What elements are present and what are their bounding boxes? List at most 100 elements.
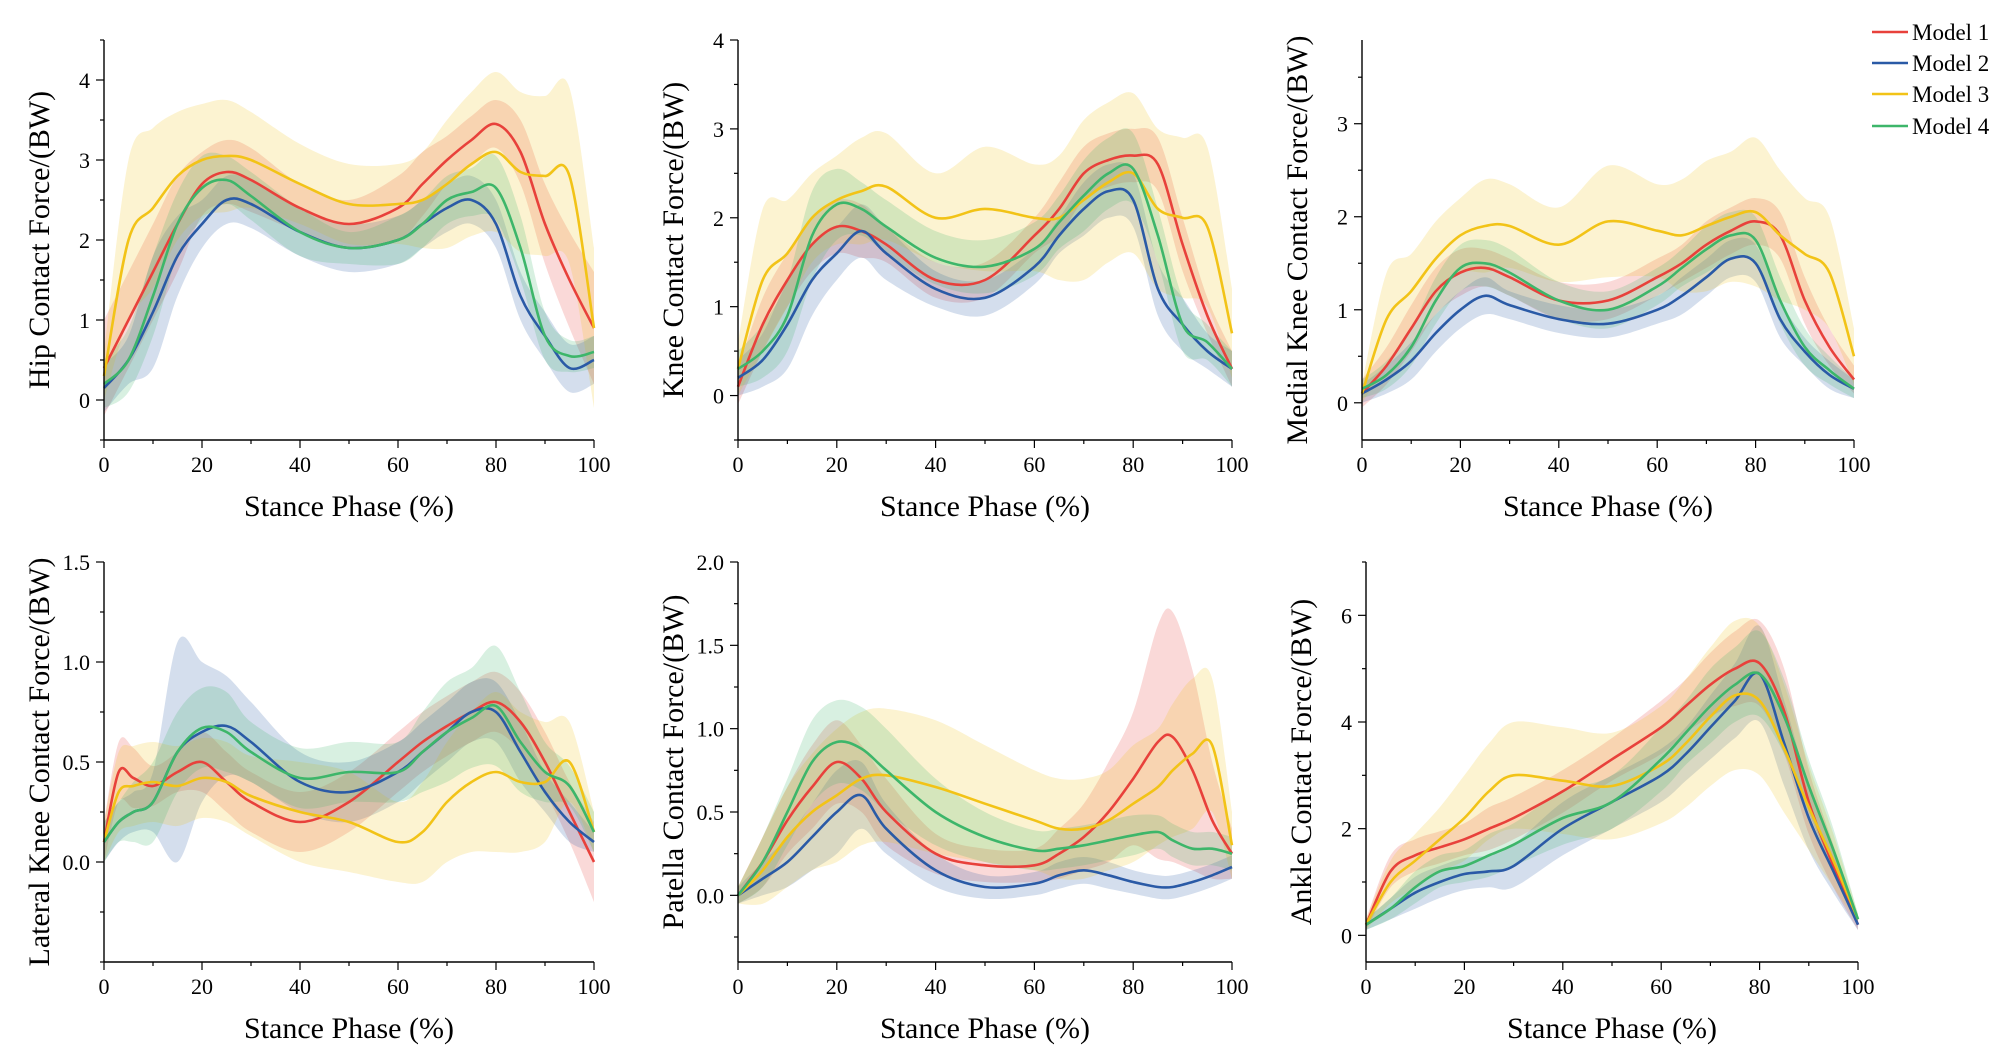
y-tick-label: 3 <box>713 117 724 142</box>
x-tick-label: 60 <box>387 452 409 477</box>
y-tick-label: 1.5 <box>697 633 725 658</box>
x-tick-label: 80 <box>1122 974 1144 999</box>
x-tick-label: 20 <box>191 974 213 999</box>
x-tick-label: 0 <box>99 974 110 999</box>
band-model-4 <box>1362 209 1854 399</box>
x-tick-label: 0 <box>733 452 744 477</box>
band-model-2 <box>738 162 1232 396</box>
band-model-1 <box>1362 198 1854 408</box>
x-tick-label: 0 <box>99 452 110 477</box>
band-model-4 <box>738 128 1232 387</box>
x-tick-label: 40 <box>289 452 311 477</box>
y-tick-label: 6 <box>1341 603 1352 628</box>
y-tick-label: 1.5 <box>63 550 91 575</box>
x-axis-title: Stance Phase (%) <box>244 1012 454 1045</box>
x-tick-label: 40 <box>1548 452 1570 477</box>
x-axis-title: Stance Phase (%) <box>244 490 454 523</box>
y-tick-label: 0.5 <box>63 750 91 775</box>
band-model-3 <box>104 692 594 884</box>
x-tick-label: 80 <box>485 452 507 477</box>
band-model-2 <box>104 636 594 863</box>
x-tick-label: 100 <box>578 452 611 477</box>
line-model-3 <box>102 150 596 377</box>
line-model-2 <box>737 187 1233 379</box>
legend: Model 1 Model 2 Model 3 Model 4 <box>1872 20 1990 139</box>
x-tick-label: 60 <box>1646 452 1668 477</box>
x-axis-title: Stance Phase (%) <box>1507 1012 1717 1045</box>
y-axis-title: Medial Knee Contact Force/(BW) <box>1281 35 1314 444</box>
band-model-4 <box>738 699 1232 904</box>
x-tick-label: 80 <box>485 974 507 999</box>
y-axis-title: Hip Contact Force/(BW) <box>23 91 56 389</box>
y-tick-label: 4 <box>79 68 90 93</box>
legend-label-model-1: Model 1 <box>1912 20 1989 45</box>
x-tick-label: 0 <box>1361 974 1372 999</box>
y-tick-label: 2 <box>1341 817 1352 842</box>
y-tick-label: 3 <box>79 148 90 173</box>
line-model-1 <box>736 153 1234 388</box>
x-tick-label: 80 <box>1122 452 1144 477</box>
line-model-4 <box>737 163 1233 370</box>
y-tick-label: 2.0 <box>697 550 725 575</box>
x-tick-label: 20 <box>826 452 848 477</box>
line-model-4 <box>102 703 596 843</box>
y-tick-label: 0 <box>79 388 90 413</box>
y-tick-label: 1.0 <box>63 650 91 675</box>
chart-panel-lateral-knee-contact-force-bw: 0 20 40 60 80 100 0.0 0.5 1.0 1.5 Stance Phase (%)… <box>23 550 611 1045</box>
y-tick-label: 0 <box>1341 923 1352 948</box>
y-tick-label: 0.0 <box>63 850 91 875</box>
x-tick-label: 60 <box>1650 974 1672 999</box>
x-tick-label: 100 <box>1216 974 1249 999</box>
x-axis-title: Stance Phase (%) <box>1503 490 1713 523</box>
line-model-1 <box>102 700 596 863</box>
y-tick-label: 4 <box>713 28 724 53</box>
x-tick-label: 40 <box>925 452 947 477</box>
line-model-4 <box>736 740 1233 897</box>
line-model-3 <box>737 738 1234 897</box>
band-model-3 <box>738 667 1232 905</box>
x-tick-label: 0 <box>733 974 744 999</box>
x-tick-label: 60 <box>1023 452 1045 477</box>
line-model-4 <box>1365 671 1860 926</box>
chart-panel-hip-contact-force-bw: 0 20 40 60 80 100 0 1 2 3 4 Stance Phase (%) Hip Con… <box>23 39 611 523</box>
band-model-4 <box>104 645 594 862</box>
y-tick-label: 0.5 <box>697 800 725 825</box>
y-tick-label: 0 <box>1337 391 1348 416</box>
band-model-1 <box>104 671 594 902</box>
y-axis-title: Knee Contact Force/(BW) <box>657 82 690 399</box>
legend-label-model-2: Model 2 <box>1912 51 1989 76</box>
legend-label-model-4: Model 4 <box>1912 114 1990 139</box>
x-tick-label: 20 <box>826 974 848 999</box>
band-model-3 <box>1362 137 1854 403</box>
legend-label-model-3: Model 3 <box>1912 82 1989 107</box>
x-tick-label: 100 <box>1842 974 1875 999</box>
y-axis-title: Lateral Knee Contact Force/(BW) <box>23 558 56 967</box>
x-tick-label: 40 <box>1552 974 1574 999</box>
band-model-1 <box>738 608 1232 904</box>
y-tick-label: 2 <box>1337 205 1348 230</box>
chart-panel-patella-contact-force-bw: 0 20 40 60 80 100 0.0 0.5 1.0 1.5 2.0 Stance Phase … <box>657 550 1249 1045</box>
chart-panel-knee-contact-force-bw: 0 20 40 60 80 100 0 1 2 3 4 Stance Phase (%) Knee Co… <box>657 28 1249 523</box>
line-model-3 <box>102 759 596 844</box>
y-axis-title: Patella Contact Force/(BW) <box>657 595 690 930</box>
x-tick-label: 20 <box>1453 974 1475 999</box>
band-model-3 <box>738 92 1232 396</box>
x-tick-label: 60 <box>387 974 409 999</box>
x-tick-label: 40 <box>289 974 311 999</box>
line-model-2 <box>737 793 1233 897</box>
line-model-3 <box>1364 692 1860 926</box>
y-axis-title: Ankle Contact Force/(BW) <box>1285 599 1318 926</box>
x-tick-label: 100 <box>1838 452 1871 477</box>
x-tick-label: 100 <box>1216 452 1249 477</box>
y-tick-label: 0 <box>713 384 724 409</box>
chart-panel-medial-knee-contact-force-bw: 0 20 40 60 80 100 0 1 2 3 Stance Phase (%) Medial K… <box>1281 35 1871 523</box>
y-tick-label: 4 <box>1341 710 1352 735</box>
x-tick-label: 0 <box>1357 452 1368 477</box>
y-tick-label: 1 <box>713 295 724 320</box>
x-axis-title: Stance Phase (%) <box>880 1012 1090 1045</box>
band-model-2 <box>1362 237 1854 403</box>
y-tick-label: 3 <box>1337 112 1348 137</box>
line-model-1 <box>1361 220 1856 395</box>
